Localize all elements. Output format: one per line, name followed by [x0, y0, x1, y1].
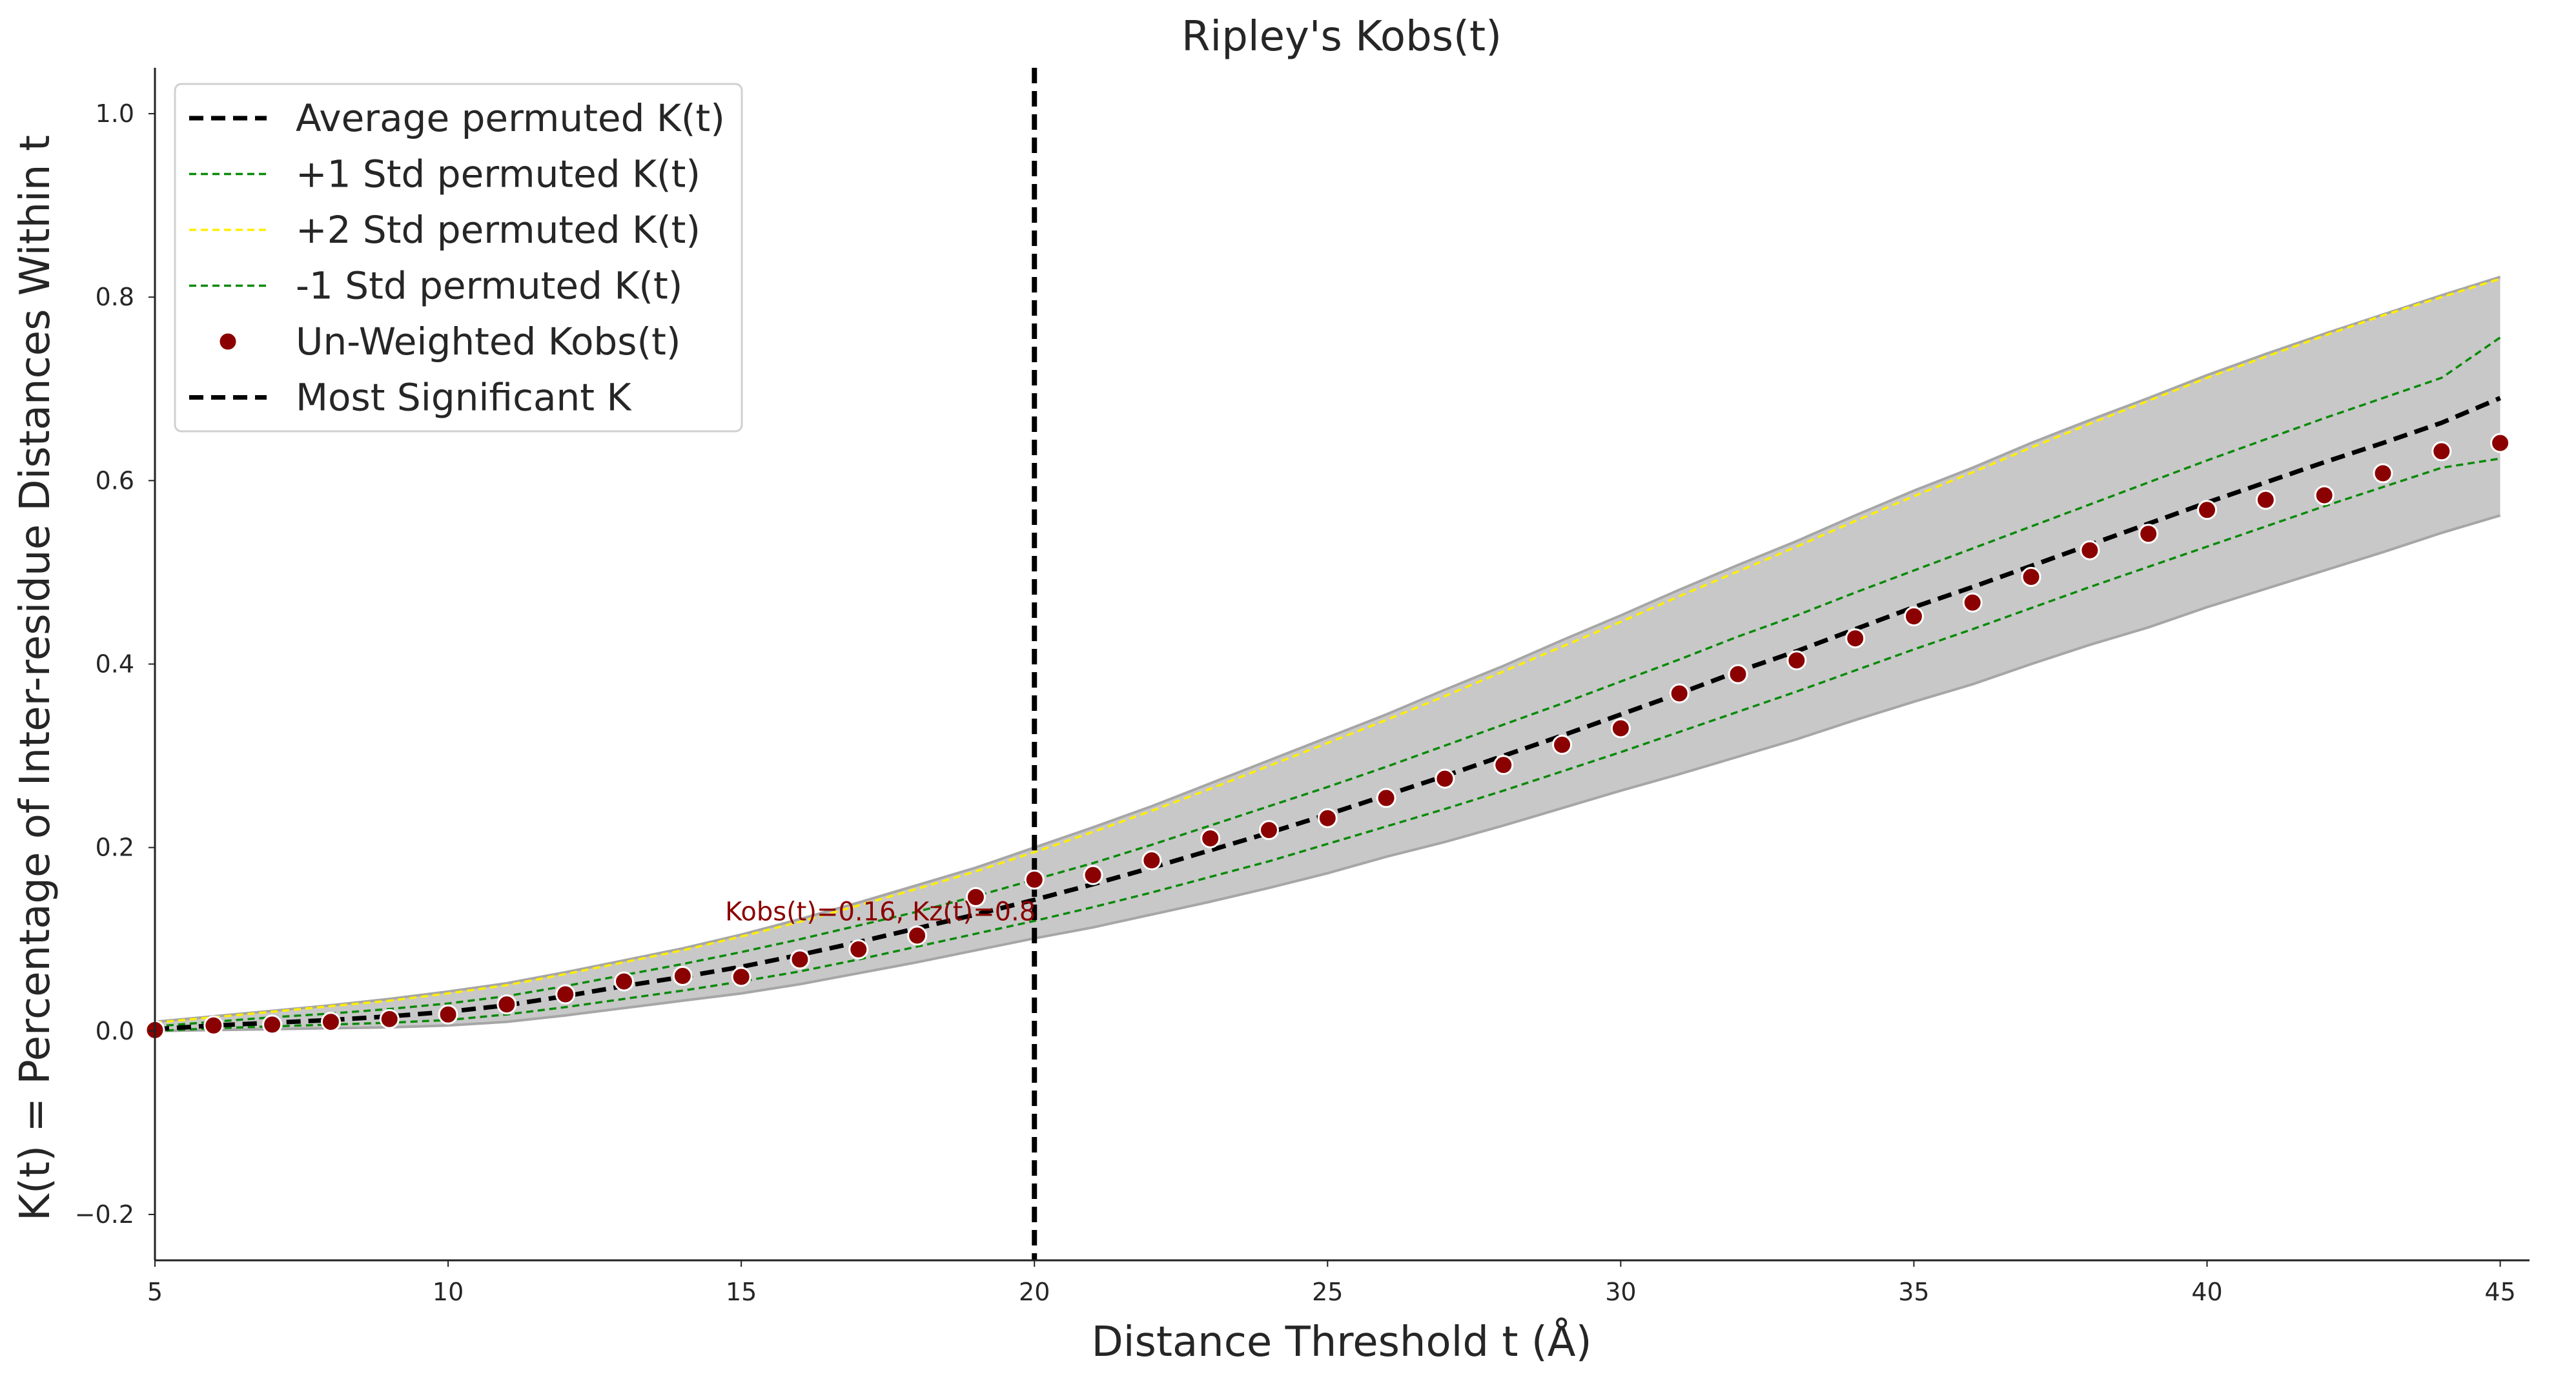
x-tick-label: 30	[1605, 1278, 1636, 1306]
kobs-point	[2080, 540, 2100, 560]
kobs-point	[438, 1004, 458, 1025]
x-axis-title: Distance Threshold t (Å)	[1091, 1317, 1591, 1366]
legend-label-average-permuted-k-t: Average permuted K(t)	[296, 96, 725, 140]
confidence-band-layer	[154, 275, 2501, 1032]
legend: Average permuted K(t) +1 Std permuted K(t…	[174, 83, 743, 433]
legend-label-1-std-permuted-k-t: +1 Std permuted K(t)	[296, 152, 700, 196]
kobs-point	[2431, 441, 2452, 462]
kobs-point	[614, 971, 635, 992]
kobs-point	[1083, 865, 1103, 885]
kobs-point	[1669, 683, 1690, 704]
x-tick-label: 10	[433, 1278, 464, 1306]
legend-label-1-std-permuted-k-t: -1 Std permuted K(t)	[296, 264, 682, 308]
kobs-point	[1435, 768, 1455, 789]
kobs-point	[2373, 463, 2393, 484]
legend-label-un-weighted-kobs-t: Un-Weighted Kobs(t)	[296, 320, 680, 364]
kobs-point	[1376, 788, 1396, 808]
annotation-label: Kobs(t)=0.16, Kz(t)=0.8	[725, 897, 1036, 927]
permutation-band	[155, 276, 2500, 1031]
y-tick-label: 0.0	[96, 1017, 134, 1045]
kobs-point	[1317, 808, 1338, 828]
kobs-point	[2490, 433, 2511, 453]
x-tick-label: 40	[2191, 1278, 2222, 1306]
y-tick-label: −0.2	[75, 1200, 134, 1229]
legend-label-most-significant-k: Most Significant K	[296, 376, 632, 420]
kobs-point	[1845, 628, 1866, 649]
y-tick-label: 0.4	[96, 650, 134, 679]
kobs-point	[790, 949, 810, 970]
x-tick-label: 5	[147, 1278, 163, 1306]
x-tick-label: 45	[2484, 1278, 2515, 1306]
kobs-point	[320, 1012, 341, 1032]
kobs-point	[2314, 485, 2335, 506]
kobs-point	[379, 1009, 400, 1029]
kobs-point	[1610, 718, 1631, 739]
series-line-1-std-permuted-k-t	[154, 457, 2500, 1032]
kobs-point	[2197, 500, 2218, 520]
kobs-point	[1962, 592, 1983, 613]
x-tick-label: 20	[1019, 1278, 1050, 1306]
y-tick-label: 0.6	[96, 466, 134, 495]
kobs-point	[848, 939, 869, 959]
kobs-point	[555, 984, 576, 1005]
y-axis-ticks: −0.2 0.0 0.2 0.4 0.6 0.8 1.0	[75, 99, 155, 1229]
kobs-point	[203, 1015, 224, 1036]
annotation-layer: Kobs(t)=0.16, Kz(t)=0.8	[725, 897, 1036, 927]
chart-title: Ripley's Kobs(t)	[1181, 13, 1502, 61]
x-tick-label: 35	[1898, 1278, 1929, 1306]
x-tick-label: 15	[726, 1278, 757, 1306]
kobs-point	[1728, 664, 1748, 684]
kobs-point	[1786, 650, 1807, 671]
legend-label-2-std-permuted-k-t: +2 Std permuted K(t)	[296, 208, 700, 252]
kobs-points-layer	[145, 433, 2511, 1040]
x-tick-label: 25	[1312, 1278, 1343, 1306]
kobs-point	[1552, 735, 1573, 755]
kobs-point	[496, 994, 517, 1015]
kobs-point	[1493, 755, 1514, 775]
kobs-point	[2255, 489, 2276, 510]
kobs-point	[731, 967, 751, 987]
band-upper-edge	[154, 275, 2501, 1023]
kobs-point	[1024, 869, 1045, 890]
legend-swatch-un-weighted-kobs-t	[218, 331, 238, 352]
kobs-point	[1258, 820, 1279, 841]
y-tick-label: 0.2	[96, 834, 134, 862]
kobs-point	[1141, 850, 1162, 871]
x-axis-ticks: 5 10 15 20 25 30 35 40 45	[147, 1260, 2516, 1306]
kobs-point	[672, 966, 693, 987]
legend-items: Average permuted K(t) +1 Std permuted K(t…	[189, 96, 725, 420]
kobs-point	[907, 925, 928, 946]
kobs-point	[965, 886, 986, 907]
kobs-point	[1903, 606, 1924, 627]
series-line-2-std-permuted-k-t	[154, 278, 2501, 1024]
y-axis-title: K(t) = Percentage of Inter-residue Dista…	[12, 135, 59, 1221]
kobs-point	[2138, 524, 2159, 544]
y-tick-label: 0.8	[96, 283, 134, 311]
band-lower-edge	[154, 514, 2501, 1032]
kobs-point	[262, 1014, 283, 1035]
legend-box	[174, 83, 743, 433]
plot-area: Kobs(t)=0.16, Kz(t)=0.8	[145, 68, 2511, 1260]
kobs-point	[2021, 567, 2041, 588]
y-tick-label: 1.0	[96, 99, 134, 128]
kobs-point	[1200, 828, 1221, 848]
series-line-1-std-permuted-k-t	[154, 336, 2501, 1028]
